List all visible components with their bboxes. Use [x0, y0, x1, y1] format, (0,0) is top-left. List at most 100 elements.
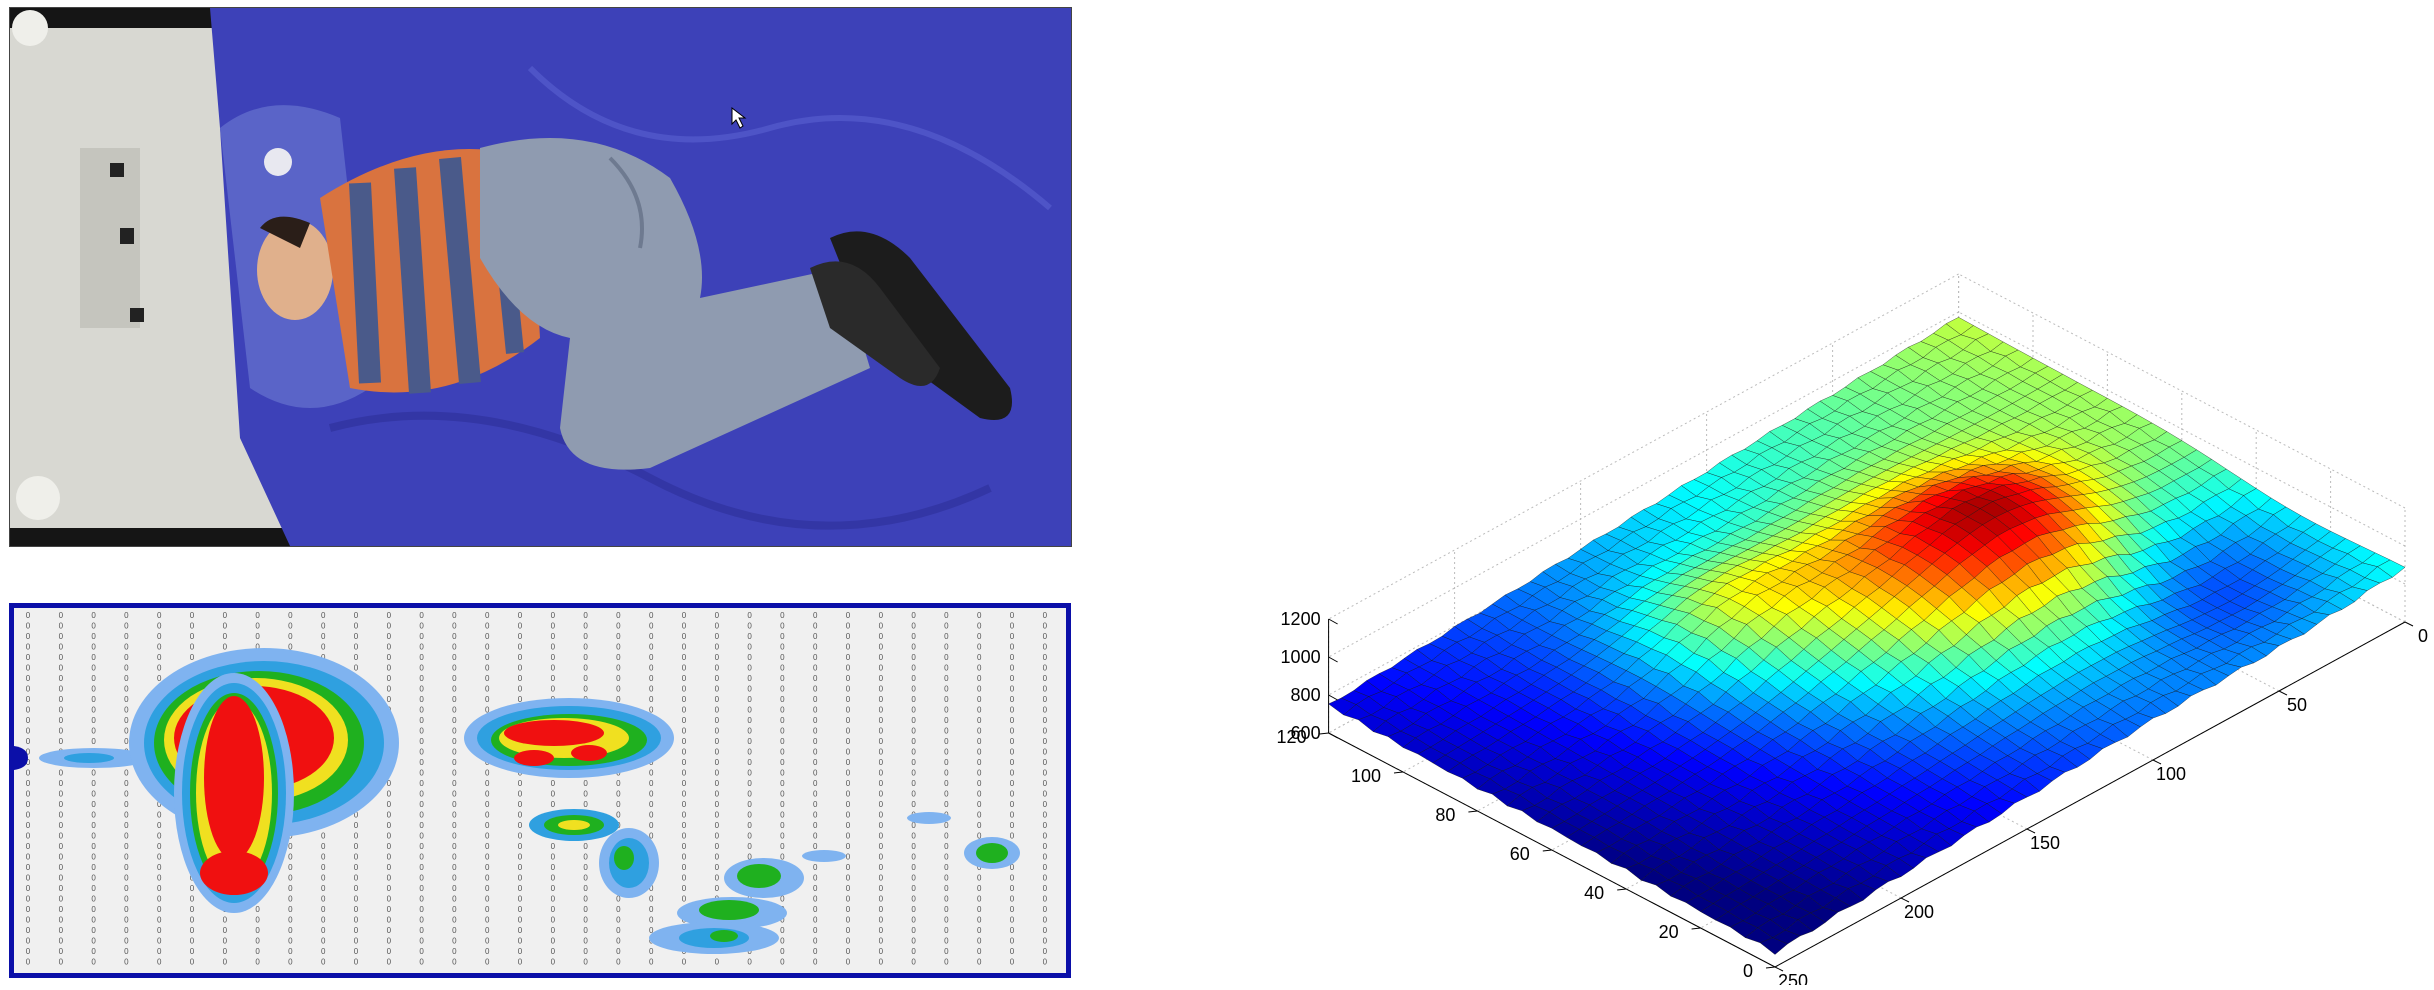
sensor-cell: 0: [288, 842, 293, 851]
sensor-cell: 0: [551, 685, 556, 694]
sensor-cell: 0: [419, 958, 424, 967]
sensor-cell: 0: [780, 748, 785, 757]
sensor-cell: 0: [452, 769, 457, 778]
sensor-cell: 0: [747, 832, 752, 841]
sensor-cell: 0: [682, 853, 687, 862]
sensor-cell: 0: [354, 884, 359, 893]
sensor-cell: 0: [879, 632, 884, 641]
sensor-cell: 0: [551, 926, 556, 935]
sensor-cell: 0: [813, 842, 818, 851]
sensor-cell: 0: [977, 821, 982, 830]
sensor-cell: 0: [551, 863, 556, 872]
sensor-cell: 0: [846, 737, 851, 746]
sensor-cell: 0: [190, 958, 195, 967]
sensor-cell: 0: [682, 674, 687, 683]
sensor-cell: 0: [715, 863, 720, 872]
sensor-cell: 0: [879, 811, 884, 820]
sensor-cell: 0: [911, 790, 916, 799]
sensor-cell: 0: [879, 832, 884, 841]
sensor-cell: 0: [1010, 926, 1015, 935]
sensor-cell: 0: [419, 800, 424, 809]
sensor-cell: 0: [551, 622, 556, 631]
sensor-cell: 0: [255, 926, 260, 935]
sensor-cell: 0: [26, 653, 31, 662]
sensor-cell: 0: [157, 643, 162, 652]
sensor-cell: 0: [1010, 874, 1015, 883]
sensor-cell: 0: [419, 811, 424, 820]
sensor-cell: 0: [616, 916, 621, 925]
sensor-cell: 0: [157, 884, 162, 893]
sensor-cell: 0: [780, 727, 785, 736]
sensor-cell: 0: [452, 674, 457, 683]
sensor-cell: 0: [879, 779, 884, 788]
sensor-cell: 0: [124, 863, 129, 872]
sensor-cell: 0: [780, 674, 785, 683]
sensor-cell: 0: [124, 643, 129, 652]
sensor-cell: 0: [91, 622, 96, 631]
sensor-cell: 0: [91, 832, 96, 841]
sensor-cell: 0: [977, 863, 982, 872]
sensor-cell: 0: [813, 779, 818, 788]
sensor-cell: 0: [354, 821, 359, 830]
sensor-cell: 0: [813, 737, 818, 746]
sensor-cell: 0: [649, 832, 654, 841]
sensor-cell: 0: [288, 874, 293, 883]
sensor-cell: 0: [288, 926, 293, 935]
sensor-cell: 0: [944, 611, 949, 620]
sensor-cell: 0: [583, 674, 588, 683]
surface-mesh: [1328, 317, 2406, 955]
sensor-cell: 0: [1043, 937, 1048, 946]
sensor-cell: 0: [583, 947, 588, 956]
sensor-cell: 0: [124, 916, 129, 925]
sensor-cell: 0: [846, 926, 851, 935]
sensor-cell: 0: [780, 926, 785, 935]
sensor-cell: 0: [485, 790, 490, 799]
sensor-cell: 0: [124, 653, 129, 662]
sensor-cell: 0: [321, 895, 326, 904]
sensor-cell: 0: [354, 863, 359, 872]
sensor-cell: 0: [649, 643, 654, 652]
sensor-cell: 0: [879, 737, 884, 746]
sensor-cell: 0: [1010, 947, 1015, 956]
sensor-cell: 0: [911, 611, 916, 620]
sensor-cell: 0: [944, 769, 949, 778]
y-tick: [1765, 966, 1776, 969]
leg-pressure: [649, 858, 804, 954]
sensor-cell: 0: [944, 706, 949, 715]
sensor-cell: 0: [813, 916, 818, 925]
sensor-cell: 0: [682, 842, 687, 851]
sensor-cell: 0: [157, 895, 162, 904]
sensor-cell: 0: [157, 853, 162, 862]
sensor-cell: 0: [387, 664, 392, 673]
sensor-cell: 0: [715, 632, 720, 641]
sensor-cell: 0: [190, 895, 195, 904]
sensor-cell: 0: [583, 643, 588, 652]
sensor-cell: 0: [518, 664, 523, 673]
sensor-cell: 0: [747, 842, 752, 851]
sensor-cell: 0: [91, 958, 96, 967]
sensor-cell: 0: [813, 769, 818, 778]
sensor-cell: 0: [387, 947, 392, 956]
sensor-cell: 0: [813, 811, 818, 820]
sensor-cell: 0: [387, 926, 392, 935]
sensor-cell: 0: [813, 674, 818, 683]
sensor-cell: 0: [124, 800, 129, 809]
x-tick-label: 200: [1904, 902, 1934, 922]
sensor-cell: 0: [682, 895, 687, 904]
sensor-cell: 0: [551, 632, 556, 641]
sensor-cell: 0: [91, 769, 96, 778]
sensor-cell: 0: [879, 664, 884, 673]
sensor-cell: 0: [223, 947, 228, 956]
sensor-cell: 0: [26, 758, 31, 767]
sensor-cell: 0: [59, 811, 64, 820]
sensor-cell: 0: [452, 737, 457, 746]
sensor-cell: 0: [452, 706, 457, 715]
sensor-cell: 0: [485, 632, 490, 641]
sensor-cell: 0: [321, 632, 326, 641]
x-tick: [1900, 897, 1910, 903]
sensor-cell: 0: [223, 632, 228, 641]
sensor-cell: 0: [846, 947, 851, 956]
sensor-cell: 0: [1043, 947, 1048, 956]
sensor-cell: 0: [977, 832, 982, 841]
sensor-cell: 0: [59, 905, 64, 914]
